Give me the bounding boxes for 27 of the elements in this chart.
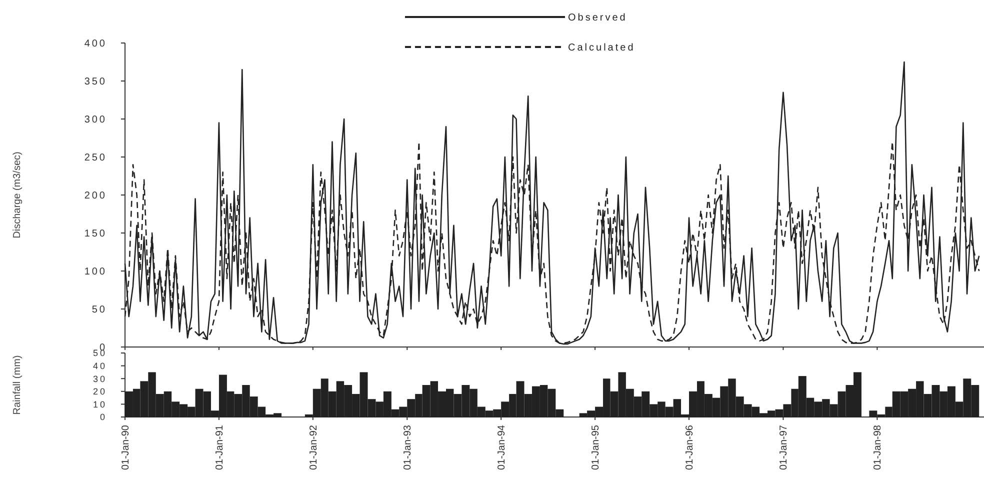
x-tick-label: 01-Jan-98 xyxy=(872,424,884,470)
x-tick-label: 01-Jan-91 xyxy=(214,424,226,470)
y-tick-label: 250 xyxy=(84,152,107,164)
y-tick-label: 0 xyxy=(100,412,107,422)
y-tick-label: 350 xyxy=(84,76,107,88)
x-tick-label: 01-Jan-96 xyxy=(684,424,696,470)
y-tick-label: 40 xyxy=(92,360,107,371)
x-tick-label: 01-Jan-94 xyxy=(496,424,508,470)
y-tick-label: 200 xyxy=(84,190,107,202)
y-axis-title: Rainfall (mm) xyxy=(12,355,23,415)
y-tick-label: 400 xyxy=(84,38,107,50)
x-tick-label: 01-Jan-95 xyxy=(590,424,602,470)
y-tick-label: 10 xyxy=(92,399,107,410)
y-tick-label: 20 xyxy=(92,386,107,397)
x-tick-label: 01-Jan-92 xyxy=(308,424,320,470)
y-tick-label: 300 xyxy=(84,114,107,126)
legend-label: Observed xyxy=(568,12,628,24)
x-tick-label: 01-Jan-90 xyxy=(120,424,132,470)
x-tick-label: 01-Jan-93 xyxy=(402,424,414,470)
y-axis-title: Discharge (m3/sec) xyxy=(12,152,23,238)
y-tick-label: 100 xyxy=(84,266,107,278)
y-tick-label: 50 xyxy=(92,348,107,358)
y-tick-label: 30 xyxy=(92,374,107,384)
legend-label: Calculated xyxy=(568,42,636,54)
y-tick-label: 50 xyxy=(92,304,107,316)
x-tick-label: 01-Jan-97 xyxy=(778,424,790,470)
y-tick-label: 150 xyxy=(84,228,107,240)
